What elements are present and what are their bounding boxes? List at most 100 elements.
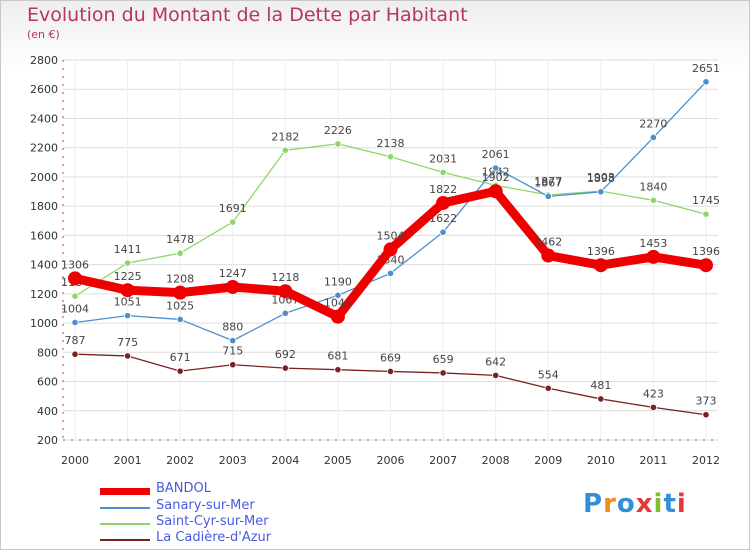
- data-label: 1051: [114, 296, 142, 309]
- y-tick-label: 2200: [30, 142, 58, 155]
- data-label: 1902: [482, 171, 510, 184]
- data-label: 1453: [639, 237, 667, 250]
- logo-letter: t: [663, 489, 677, 519]
- data-point: [176, 315, 184, 324]
- y-tick-label: 1600: [30, 229, 58, 242]
- data-point: [386, 153, 395, 161]
- data-label: 1867: [534, 176, 562, 189]
- legend-label-cadiere: La Cadière-d'Azur: [156, 530, 272, 545]
- data-point: [492, 371, 500, 379]
- chart-title: Evolution du Montant de la Dette par Hab…: [27, 4, 468, 26]
- data-label: 1396: [692, 245, 720, 258]
- data-label: 880: [222, 321, 243, 334]
- data-point: [71, 292, 79, 300]
- logo-letter: o: [616, 489, 636, 519]
- x-tick-label: 2006: [377, 454, 405, 467]
- data-point: [334, 366, 342, 374]
- data-point: [334, 140, 342, 148]
- data-label: 1478: [166, 233, 194, 246]
- y-tick-label: 1400: [30, 259, 58, 272]
- data-point: [281, 146, 289, 154]
- x-tick-label: 2002: [166, 454, 194, 467]
- data-point: [173, 285, 188, 300]
- y-tick-label: 400: [37, 405, 58, 418]
- logo-letter: i: [676, 489, 687, 519]
- data-label: 1218: [271, 271, 299, 284]
- data-point: [544, 384, 552, 392]
- legend-swatch-saint-cyr: [100, 523, 150, 525]
- data-label: 1306: [61, 258, 89, 271]
- data-label: 1877: [534, 175, 562, 188]
- data-point: [702, 210, 710, 218]
- y-tick-label: 2000: [30, 171, 58, 184]
- y-tick-label: 1000: [30, 317, 58, 330]
- logo-letter: P: [583, 489, 604, 519]
- legend-label-bandol: BANDOL: [156, 481, 212, 496]
- y-tick-label: 200: [37, 434, 58, 447]
- data-label: 715: [222, 345, 243, 358]
- x-tick-label: 2010: [587, 454, 615, 467]
- data-label: 1745: [692, 194, 720, 207]
- y-tick-label: 600: [37, 376, 58, 389]
- x-tick-label: 2009: [534, 454, 562, 467]
- data-point: [702, 78, 710, 86]
- data-point: [123, 312, 132, 320]
- legend-swatch-cadiere: [100, 539, 150, 541]
- data-point: [71, 318, 79, 327]
- x-tick-label: 2000: [61, 454, 89, 467]
- data-point: [386, 367, 395, 376]
- data-point: [281, 309, 289, 317]
- data-point: [702, 411, 710, 419]
- data-label: 2651: [692, 62, 720, 75]
- x-tick-label: 2012: [692, 454, 720, 467]
- data-point: [386, 269, 395, 277]
- y-tick-label: 800: [37, 346, 58, 359]
- data-point: [544, 192, 552, 200]
- data-point: [71, 350, 79, 358]
- data-point: [649, 196, 658, 204]
- legend-swatch-bandol: [100, 488, 150, 495]
- data-point: [593, 258, 608, 273]
- logo-letter: i: [653, 489, 664, 519]
- data-point: [176, 249, 184, 257]
- x-tick-label: 2011: [639, 454, 667, 467]
- data-point: [120, 283, 135, 298]
- y-tick-label: 2800: [30, 54, 58, 67]
- data-point: [699, 258, 713, 273]
- data-label: 1840: [639, 180, 667, 193]
- data-point: [436, 195, 451, 210]
- data-label: 423: [643, 387, 664, 400]
- data-point: [330, 309, 345, 324]
- data-point: [541, 248, 556, 263]
- data-point: [176, 367, 184, 375]
- proxiti-logo: Proxiti: [583, 489, 687, 519]
- legend-item-saint-cyr: Saint-Cyr-sur-Mer: [100, 514, 360, 532]
- data-label: 1903: [587, 171, 615, 184]
- x-tick-label: 2004: [271, 454, 299, 467]
- data-point: [123, 259, 132, 267]
- data-label: 1898: [587, 172, 615, 185]
- data-label: 1622: [429, 212, 457, 225]
- data-label: 2226: [324, 124, 352, 137]
- data-point: [488, 184, 503, 199]
- data-label: 692: [275, 348, 296, 361]
- x-tick-label: 2003: [219, 454, 247, 467]
- data-point: [439, 168, 447, 176]
- y-tick-label: 1800: [30, 200, 58, 213]
- data-point: [439, 228, 447, 236]
- logo-letter: x: [635, 489, 654, 519]
- legend-item-sanary: Sanary-sur-Mer: [100, 498, 360, 516]
- data-point: [649, 403, 658, 412]
- data-point: [225, 279, 240, 294]
- y-tick-label: 2400: [30, 112, 58, 125]
- data-label: 1462: [534, 236, 562, 249]
- legend-label-sanary: Sanary-sur-Mer: [156, 498, 255, 513]
- data-point: [649, 133, 658, 142]
- data-point: [646, 249, 661, 264]
- data-label: 1411: [114, 243, 142, 256]
- data-point: [597, 188, 605, 196]
- x-tick-label: 2001: [114, 454, 142, 467]
- data-point: [278, 284, 293, 299]
- chart-subtitle: (en €): [27, 28, 60, 41]
- data-label: 2138: [377, 137, 405, 150]
